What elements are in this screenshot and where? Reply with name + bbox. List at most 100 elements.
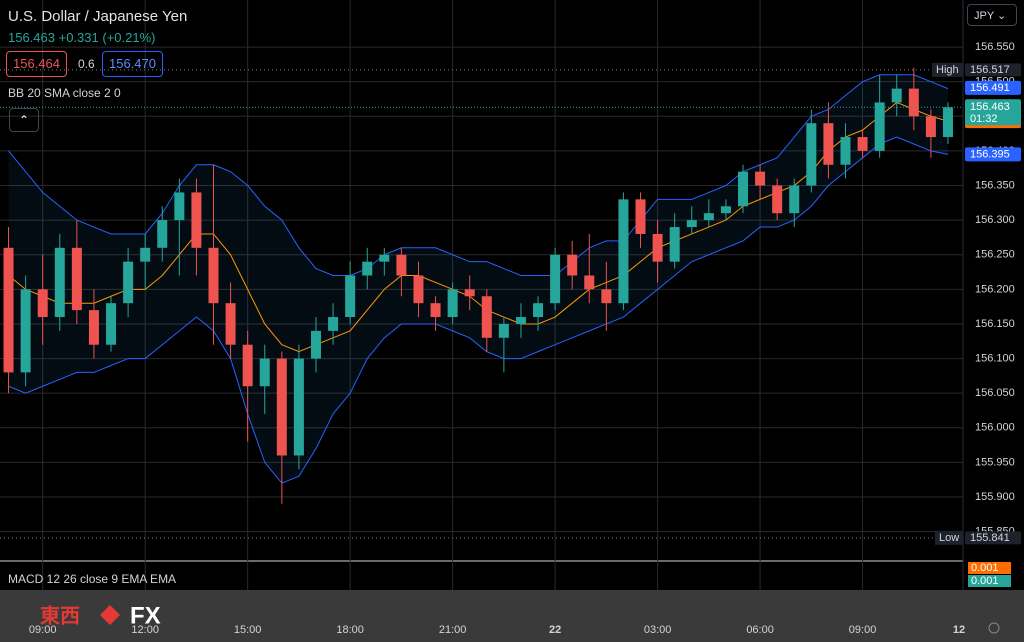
bb-line: [8, 136, 949, 484]
price-tag: [965, 147, 1021, 162]
price-tag: [965, 80, 1021, 95]
price-tag-label: 156.395: [970, 148, 1010, 160]
candle-body: [652, 233, 663, 262]
last-tag: [965, 99, 1021, 126]
candle-body: [71, 247, 82, 311]
candle-body: [106, 303, 117, 345]
candle-body: [3, 247, 14, 373]
high-value: 156.517: [970, 64, 1010, 76]
macd-tag: 0.001: [968, 575, 1011, 587]
candle-body: [703, 213, 714, 221]
x-tick-label: 06:00: [746, 624, 774, 636]
y-tick-label: 156.100: [975, 352, 1015, 364]
candle-body: [328, 317, 339, 331]
change-pct: (+0.21%): [102, 30, 156, 45]
candle-body: [191, 192, 202, 248]
high-label-bg: [932, 62, 963, 77]
candle-body: [618, 199, 629, 304]
candle-body: [601, 289, 612, 304]
candle-body: [533, 303, 544, 318]
high-tag-bg: [965, 63, 1021, 77]
ask-button[interactable]: 156.470: [102, 51, 163, 77]
candle-body: [396, 254, 407, 276]
candle-body: [584, 275, 595, 290]
candle-body: [37, 289, 48, 318]
currency: JPY: [974, 10, 994, 22]
logo-icon: [100, 605, 120, 625]
settings-icon[interactable]: [988, 622, 1000, 634]
currency-select[interactable]: JPY ⌄: [967, 4, 1017, 26]
price-tag-label: 156.491: [970, 82, 1010, 94]
y-tick-label: 156.300: [975, 214, 1015, 226]
y-tick-label: 156.000: [975, 422, 1015, 434]
spread: 0.6: [78, 57, 95, 71]
x-tick-label: 21:00: [439, 624, 467, 636]
bb-line: [8, 74, 949, 277]
low-value: 155.841: [970, 532, 1010, 544]
candle-body: [276, 358, 287, 456]
candle-body: [123, 261, 134, 304]
x-tick-label: 03:00: [644, 624, 672, 636]
candle-body: [925, 116, 936, 138]
candle-body: [498, 323, 509, 338]
candle-body: [362, 261, 373, 276]
macd-label: MACD 12 26 close 9 EMA EMA: [8, 572, 177, 586]
x-tick-label: 22: [549, 624, 561, 636]
logo-fx: FX: [130, 602, 161, 629]
bid-button[interactable]: 156.464: [6, 51, 67, 77]
y-tick-label: 156.250: [975, 249, 1015, 261]
candle-body: [447, 289, 458, 318]
candle-body: [857, 137, 868, 151]
candle-body: [54, 247, 65, 318]
y-tick-label: 155.950: [975, 456, 1015, 468]
candle-body: [140, 247, 151, 262]
candle-body: [413, 275, 424, 304]
y-tick-label: 155.900: [975, 491, 1015, 503]
candle-body: [738, 171, 749, 207]
candle-body: [481, 296, 492, 338]
candle-body: [789, 185, 800, 214]
candle-body: [755, 171, 766, 186]
last-price: 156.463: [8, 30, 55, 45]
last-price-label: 156.463: [970, 101, 1010, 113]
x-tick-label: 18:00: [336, 624, 364, 636]
y-tick-label: 156.150: [975, 318, 1015, 330]
quote: 156.463 +0.331 (+0.21%): [8, 30, 156, 45]
candle-body: [669, 227, 680, 262]
y-tick-label: 156.550: [975, 41, 1015, 53]
candle-body: [464, 289, 475, 297]
low-tag-bg: [965, 531, 1021, 545]
candle-body: [379, 254, 390, 262]
candle-body: [567, 254, 578, 276]
candle-body: [345, 275, 356, 318]
countdown: 01:32: [970, 113, 998, 125]
candle-body: [88, 310, 99, 345]
candle-body: [874, 102, 885, 151]
candle-body: [174, 192, 185, 221]
logo-cn: 東西: [40, 604, 80, 627]
candle-body: [208, 247, 219, 304]
candle-body: [891, 88, 902, 103]
candle-body: [157, 220, 168, 248]
collapse-button[interactable]: ⌃: [9, 108, 39, 132]
candle-body: [720, 206, 731, 214]
candle-body: [430, 303, 441, 318]
candle-body: [515, 317, 526, 324]
high-label: High: [936, 64, 959, 76]
x-tick-label: 12:00: [131, 624, 159, 636]
candle-body: [293, 358, 304, 456]
x-tick-label: 09:00: [849, 624, 877, 636]
x-tick-label: 12: [953, 624, 965, 636]
candle-body: [20, 289, 31, 373]
low-label: Low: [939, 532, 959, 544]
candle-body: [550, 254, 561, 304]
candle-body: [908, 88, 919, 117]
macd-tag: 0.001: [968, 562, 1011, 574]
candle-body: [310, 330, 321, 359]
y-tick-label: 156.050: [975, 387, 1015, 399]
candle-body: [823, 123, 834, 165]
candle-body: [686, 220, 697, 228]
candle-body: [942, 107, 953, 138]
